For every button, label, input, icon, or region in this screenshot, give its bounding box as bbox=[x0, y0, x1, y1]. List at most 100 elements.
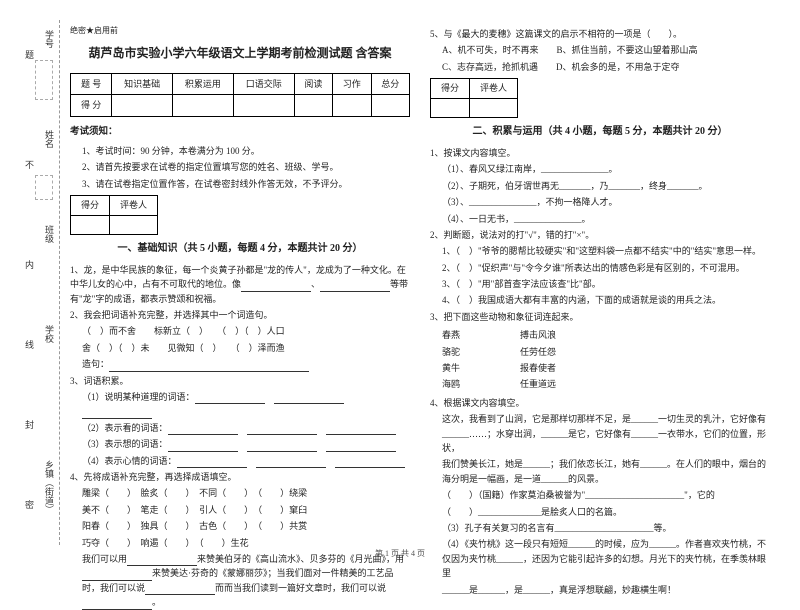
idiom[interactable]: 笔走（ ） bbox=[141, 505, 191, 515]
idiom[interactable]: 舍（ ）（ ）未 bbox=[82, 343, 150, 353]
score-cell[interactable] bbox=[294, 95, 332, 116]
blank[interactable] bbox=[247, 425, 317, 435]
blank[interactable] bbox=[274, 394, 344, 404]
blank[interactable] bbox=[320, 282, 390, 292]
binding-label: 学号 bbox=[43, 30, 56, 48]
score-cell[interactable] bbox=[233, 95, 294, 116]
match-item[interactable]: 报春使者 bbox=[520, 361, 556, 375]
blank[interactable] bbox=[168, 442, 238, 452]
seal-mark: 题 bbox=[23, 50, 36, 59]
scorer-cell[interactable] bbox=[431, 98, 470, 117]
r3-right: 搏击风浪 任劳任怨 报春使者 任重道远 bbox=[520, 326, 556, 394]
blank[interactable] bbox=[177, 458, 247, 468]
idiom[interactable]: 独具（ ） bbox=[141, 521, 191, 531]
idiom[interactable]: 标新立（ ） bbox=[154, 326, 204, 336]
r2-item[interactable]: 1、（ ）"爷爷的腮帮比较硬实"和"这塑料袋一点都不结实"中的"结实"意思一样。 bbox=[430, 244, 770, 258]
blank[interactable] bbox=[168, 425, 238, 435]
seal-mark: 内 bbox=[23, 260, 36, 269]
idiom[interactable]: （ ）泽而渔 bbox=[235, 343, 285, 353]
match-item[interactable]: 骆驼 bbox=[442, 345, 460, 359]
scorer-cell[interactable] bbox=[110, 215, 158, 234]
r1-item[interactable]: （2）、子期死，伯牙谓世再无_______，乃_______，终身_______… bbox=[430, 179, 770, 193]
r3-left: 春燕 骆驼 黄牛 海鸥 bbox=[442, 326, 460, 394]
r4-p[interactable]: 我们赞美长江，她是______；我们依恋长江，她有______。在人们的眼中，烟… bbox=[430, 457, 770, 486]
blank[interactable] bbox=[145, 585, 215, 595]
scorer-cell[interactable] bbox=[71, 215, 110, 234]
blank[interactable] bbox=[326, 442, 396, 452]
idiom[interactable]: 阳春（ ） bbox=[82, 521, 132, 531]
idiom[interactable]: （ ）窠臼 bbox=[258, 505, 308, 515]
score-cell[interactable] bbox=[371, 95, 410, 116]
match-item[interactable]: 任劳任怨 bbox=[520, 345, 556, 359]
blank[interactable] bbox=[247, 442, 317, 452]
left-column: 绝密★启用前 葫芦岛市实验小学六年级语文上学期考前检测试题 含答案 题 号 知识… bbox=[70, 25, 410, 550]
q2-head: 2、我会把词语补充完整，并选择其中一个词造句。 bbox=[70, 308, 410, 322]
r2-head: 2、判断题，说法对的打"√"，错的打"×"。 bbox=[430, 228, 770, 242]
scorer-cell[interactable] bbox=[470, 98, 518, 117]
score-col: 题 号 bbox=[71, 73, 112, 94]
blank[interactable] bbox=[195, 394, 265, 404]
q2-row: 舍（ ）（ ）未 见微知（ ） （ ）泽而渔 bbox=[70, 341, 410, 355]
r1-item[interactable]: （1）、春风又绿江南岸，_______________。 bbox=[430, 162, 770, 176]
idiom[interactable]: （ ）（ ）人口 bbox=[222, 326, 285, 336]
binding-label: 姓名 bbox=[43, 130, 56, 148]
score-cell[interactable] bbox=[333, 95, 371, 116]
blank[interactable] bbox=[256, 458, 326, 468]
idiom[interactable]: 古色（ ） bbox=[199, 521, 249, 531]
scorer-label: 评卷人 bbox=[470, 79, 518, 98]
blank[interactable] bbox=[241, 282, 311, 292]
q3-item: （4）表示心情的词语： bbox=[70, 454, 410, 468]
blank[interactable] bbox=[82, 600, 152, 610]
match-item[interactable]: 任重道远 bbox=[520, 377, 556, 391]
r1-item[interactable]: （3）、_______________，不拘一格降人才。 bbox=[430, 195, 770, 209]
binding-label: 学校 bbox=[43, 325, 56, 343]
score-cell[interactable] bbox=[112, 95, 173, 116]
score-cell[interactable] bbox=[173, 95, 234, 116]
r4-p[interactable]: 这次，我看到了山涧，它是那样切那样不足，是______一切生灵的乳汁，它好像有_… bbox=[430, 412, 770, 455]
blank[interactable] bbox=[82, 571, 152, 581]
seal-mark: 密 bbox=[23, 500, 36, 509]
idiom[interactable]: （ ）生花 bbox=[199, 538, 249, 548]
q5-opt[interactable]: A、机不可失，时不再来 B、抓住当前，不要这山望着那山高 bbox=[430, 43, 770, 57]
idiom[interactable]: 巧夺（ ） bbox=[82, 538, 132, 548]
idiom[interactable]: （ ）而不舍 bbox=[82, 326, 136, 336]
match-item[interactable]: 搏击风浪 bbox=[520, 328, 556, 342]
r2-item[interactable]: 2、（ ）"促织声"与"令今夕谁"所表达出的情感色彩是有区别的，不可混用。 bbox=[430, 261, 770, 275]
q4-row: 美不（ ） 笔走（ ） 引人（ ） （ ）窠臼 bbox=[70, 503, 410, 517]
idiom[interactable]: 引人（ ） bbox=[199, 505, 249, 515]
r4-p[interactable]: （ ）______________是脍炙人口的名篇。 bbox=[430, 505, 770, 519]
r1-item[interactable]: （4）、一日无书，_______________。 bbox=[430, 212, 770, 226]
idiom[interactable]: 脍炙（ ） bbox=[141, 488, 191, 498]
score-col: 习作 bbox=[333, 73, 371, 94]
idiom[interactable]: （ ）绕梁 bbox=[258, 488, 308, 498]
idiom[interactable]: 美不（ ） bbox=[82, 505, 132, 515]
label: （4）表示心情的词语： bbox=[82, 456, 177, 466]
blank[interactable] bbox=[335, 458, 405, 468]
r4-p[interactable]: ______是______，是______，真是浮想联翩，妙趣横生啊！ bbox=[430, 583, 770, 597]
match-item[interactable]: 黄牛 bbox=[442, 361, 460, 375]
r2-item[interactable]: 3、（ ）"用"部首查字法应该查"比"部。 bbox=[430, 277, 770, 291]
match-item[interactable]: 春燕 bbox=[442, 328, 460, 342]
idiom[interactable]: （ ）共赏 bbox=[258, 521, 308, 531]
blank[interactable] bbox=[109, 362, 309, 372]
r4-p[interactable]: （3）孔子有关复习的名言有______________________等。 bbox=[430, 521, 770, 535]
r3-match[interactable]: 春燕 骆驼 黄牛 海鸥 搏击风浪 任劳任怨 报春使者 任重道远 bbox=[430, 326, 770, 394]
idiom[interactable]: 不同（ ） bbox=[199, 488, 249, 498]
blank[interactable] bbox=[326, 425, 396, 435]
notice-item: 3、请在试卷指定位置作答，在试卷密封线外作答无效，不予评分。 bbox=[70, 177, 410, 191]
q3-item: （3）表示想的词语： bbox=[70, 437, 410, 451]
q2-sentence: 造句： bbox=[70, 357, 410, 371]
r4-p[interactable]: （ ）（国籍）作家莫泊桑被誉为"______________________"，… bbox=[430, 488, 770, 502]
r2-item[interactable]: 4、（ ）我国成语大都有丰富的内涵，下面的成语就是谈的用兵之法。 bbox=[430, 293, 770, 307]
q4-head: 4、先将成语补充完整，再选择成语填空。 bbox=[70, 470, 410, 484]
q4-para: 我们可以用来赞美伯牙的《高山流水》、贝多芬的《月光曲》，用来赞美达·芬奇的《蒙娜… bbox=[70, 552, 410, 610]
idiom[interactable]: 响遏（ ） bbox=[141, 538, 191, 548]
blank[interactable] bbox=[82, 409, 152, 419]
q5-opt[interactable]: C、志存高远，抢抓机遇 D、机会多的是，不用急于定夺 bbox=[430, 60, 770, 74]
idiom[interactable]: 见微知（ ） bbox=[168, 343, 218, 353]
idiom[interactable]: 雕梁（ ） bbox=[82, 488, 132, 498]
binding-margin: 学号 姓名 班级 学校 乡镇（街道） 题 不 内 线 封 密 bbox=[15, 20, 60, 545]
r4-head: 4、根据课文内容填空。 bbox=[430, 396, 770, 410]
match-item[interactable]: 海鸥 bbox=[442, 377, 460, 391]
binding-label: 班级 bbox=[43, 225, 56, 243]
